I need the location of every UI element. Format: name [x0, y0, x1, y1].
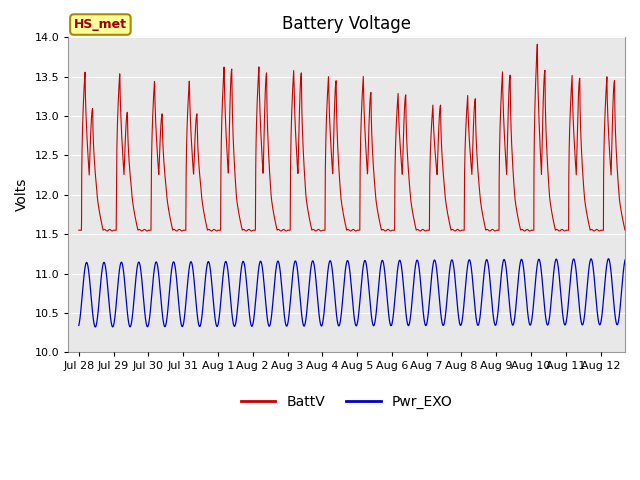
Title: Battery Voltage: Battery Voltage [282, 15, 411, 33]
Y-axis label: Volts: Volts [15, 178, 29, 212]
Legend: BattV, Pwr_EXO: BattV, Pwr_EXO [235, 389, 458, 415]
Text: HS_met: HS_met [74, 18, 127, 31]
